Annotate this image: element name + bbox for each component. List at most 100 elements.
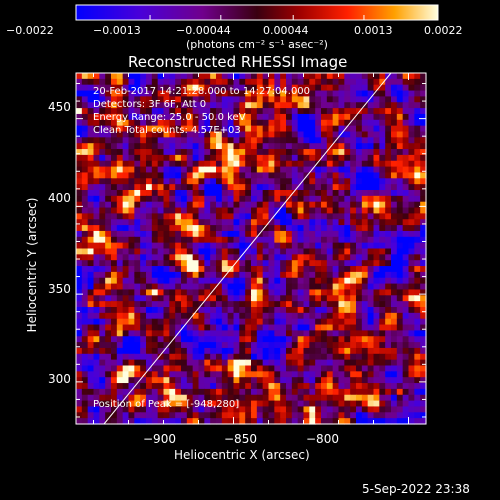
heatmap-cell xyxy=(140,90,147,97)
heatmap-cell xyxy=(128,73,135,80)
heatmap-cell xyxy=(81,254,89,261)
heatmap-cell xyxy=(361,318,369,326)
heatmap-cell xyxy=(309,236,316,244)
heatmap-cell xyxy=(408,125,415,133)
heatmap-cell xyxy=(262,178,270,185)
heatmap-cell xyxy=(350,371,357,378)
heatmap-cell xyxy=(140,102,147,109)
heatmap-cell xyxy=(251,113,258,121)
heatmap-cell xyxy=(227,96,235,103)
heatmap-cell xyxy=(321,365,328,372)
heatmap-cell xyxy=(151,119,159,127)
heatmap-cell xyxy=(391,201,398,209)
heatmap-cell xyxy=(76,113,83,121)
heatmap-cell xyxy=(175,371,182,378)
heatmap-cell xyxy=(408,377,415,384)
heatmap-cell xyxy=(76,178,83,185)
heatmap-cell xyxy=(111,388,118,396)
heatmap-cell xyxy=(321,406,328,413)
heatmap-cell xyxy=(356,312,363,320)
heatmap-cell xyxy=(181,90,188,97)
heatmap-cell xyxy=(169,271,176,279)
heatmap-cell xyxy=(309,178,316,185)
heatmap-cell xyxy=(245,190,252,197)
heatmap-cell xyxy=(385,201,392,209)
heatmap-cell xyxy=(326,307,334,314)
heatmap-cell xyxy=(140,277,147,285)
heatmap-cell xyxy=(192,248,200,255)
heatmap-cell xyxy=(157,342,165,349)
heatmap-cell xyxy=(286,277,293,285)
heatmap-cell xyxy=(356,377,363,384)
heatmap-cell xyxy=(146,412,153,419)
heatmap-cell xyxy=(76,324,83,331)
heatmap-cell xyxy=(210,195,217,203)
heatmap-cell xyxy=(216,318,223,326)
heatmap-cell xyxy=(99,277,106,285)
heatmap-cell xyxy=(309,318,316,326)
heatmap-cell xyxy=(338,213,345,220)
heatmap-cell xyxy=(385,271,392,279)
heatmap-cell xyxy=(356,418,363,425)
heatmap-cell xyxy=(169,113,176,121)
heatmap-cell xyxy=(385,213,392,220)
heatmap-cell xyxy=(402,131,410,138)
heatmap-cell xyxy=(245,365,252,372)
heatmap-cell xyxy=(408,143,415,150)
heatmap-cell xyxy=(210,277,217,285)
heatmap-cell xyxy=(210,312,217,320)
heatmap-cell xyxy=(181,125,188,133)
heatmap-cell xyxy=(286,113,293,121)
heatmap-cell xyxy=(385,388,392,396)
heatmap-cell xyxy=(175,96,182,103)
heatmap-cell xyxy=(216,266,223,273)
heatmap-cell xyxy=(157,230,165,238)
heatmap-cell xyxy=(76,131,83,138)
heatmap-cell xyxy=(309,248,316,255)
heatmap-cell xyxy=(379,336,386,343)
heatmap-cell xyxy=(221,119,229,127)
heatmap-cell xyxy=(326,254,334,261)
heatmap-cell xyxy=(99,347,106,355)
heatmap-cell xyxy=(367,225,375,232)
heatmap-cell xyxy=(379,96,386,103)
heatmap-cell xyxy=(87,260,95,267)
heatmap-cell xyxy=(192,178,200,185)
heatmap-cell xyxy=(309,113,316,121)
heatmap-cell xyxy=(286,307,293,314)
heatmap-cell xyxy=(344,318,351,326)
heatmap-cell xyxy=(373,90,380,97)
heatmap-cell xyxy=(408,301,415,308)
heatmap-cell xyxy=(93,301,100,308)
heatmap-cell xyxy=(210,412,217,419)
heatmap-cell xyxy=(151,406,159,413)
heatmap-cell xyxy=(116,149,124,156)
heatmap-cell xyxy=(140,84,147,92)
heatmap-cell xyxy=(81,365,89,372)
heatmap-cell xyxy=(163,353,170,361)
heatmap-cell xyxy=(414,236,421,244)
heatmap-cell xyxy=(350,149,357,156)
heatmap-cell xyxy=(256,359,264,367)
heatmap-cell xyxy=(326,201,334,209)
heatmap-cell xyxy=(122,113,130,121)
heatmap-cell xyxy=(391,312,398,320)
heatmap-cell xyxy=(227,394,235,402)
heatmap-cell xyxy=(309,207,316,214)
heatmap-cell xyxy=(262,383,270,390)
heatmap-cell xyxy=(111,108,118,115)
heatmap-cell xyxy=(385,260,392,267)
heatmap-cell xyxy=(181,178,188,185)
heatmap-cell xyxy=(99,90,106,97)
heatmap-cell xyxy=(186,213,194,220)
heatmap-cell xyxy=(227,295,235,302)
heatmap-cell xyxy=(186,412,194,419)
heatmap-cell xyxy=(268,201,275,209)
heatmap-cell xyxy=(81,266,89,273)
heatmap-cell xyxy=(326,149,334,156)
heatmap-cell xyxy=(286,225,293,232)
heatmap-cell xyxy=(303,154,310,162)
heatmap-cell xyxy=(163,184,170,191)
heatmap-cell xyxy=(396,301,404,308)
heatmap-cell xyxy=(157,225,165,232)
